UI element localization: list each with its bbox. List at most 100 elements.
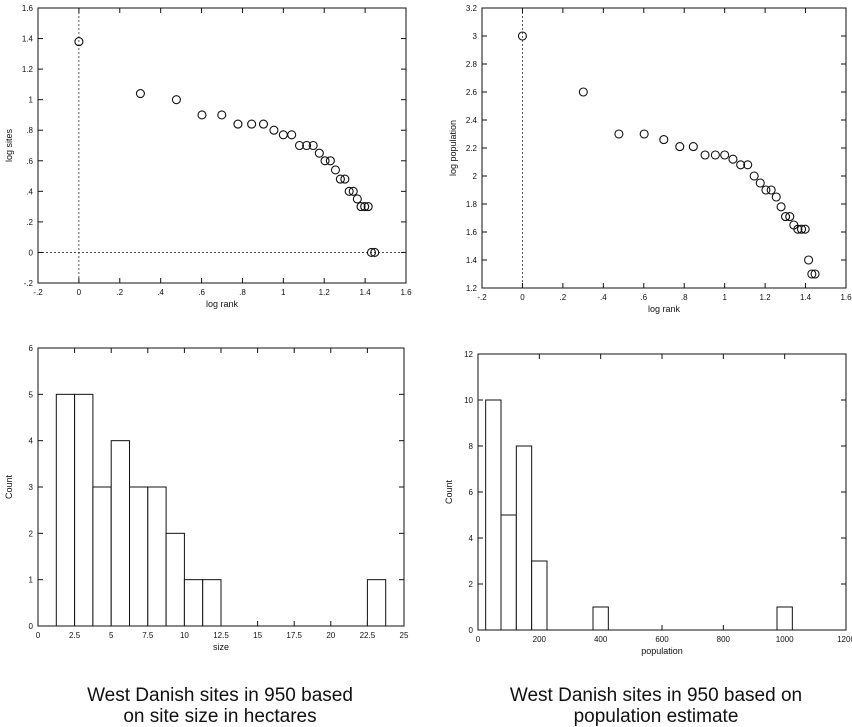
pop-rank-point [780, 212, 791, 222]
pop-rank-ytick-label: 3 [473, 32, 478, 41]
pop-rank-ytick-label: 2.2 [466, 144, 478, 153]
size-hist-bar [165, 532, 185, 627]
size-rank-point [325, 156, 335, 166]
pop-rank-point [761, 185, 771, 195]
pop-hist-bar [592, 606, 609, 631]
size-rank-xtick-label: .8 [239, 288, 246, 297]
pop-rank-point [749, 171, 759, 181]
pop-hist-xtick-label: 1000 [776, 635, 794, 644]
pop-rank-ytick-label: 2.8 [466, 60, 478, 69]
size-rank-xtick-label: 0 [77, 288, 82, 297]
chart-pop-rank: -.2 0 .2 .4 .6 .8 1 1.2 1.4 1.6 1.2 1.4 1.6 1.8 2 2.2 2.… [448, 4, 852, 314]
size-rank-point [217, 110, 227, 120]
size-hist-bar [74, 393, 94, 627]
size-rank-ytick-label: 1.6 [22, 4, 34, 13]
pop-rank-point [614, 129, 624, 139]
pop-rank-point [700, 150, 710, 160]
caption-right-line-1: West Danish sites in 950 based on [509, 685, 803, 706]
pop-rank-ylabel: log population [448, 120, 458, 176]
size-hist-ytick-label: 1 [29, 576, 34, 585]
size-rank-point [352, 194, 362, 204]
size-hist-ytick-label: 2 [29, 529, 34, 538]
pop-rank-point [659, 135, 669, 145]
size-rank-xtick-label: 1 [281, 288, 286, 297]
pop-rank-frame [481, 7, 847, 289]
size-rank-ytick-label: 1.2 [22, 65, 34, 74]
size-rank-point [366, 247, 376, 257]
pop-rank-ytick-label: 1.8 [466, 200, 478, 209]
size-rank-xtick-label: 1.4 [360, 288, 372, 297]
size-rank-ytick-label: .8 [26, 126, 33, 135]
size-rank-ytick-label: 1.4 [22, 35, 34, 44]
size-rank-point [135, 89, 145, 99]
pop-rank-point [771, 192, 781, 202]
pop-rank-ytick-label: 3.2 [466, 4, 478, 13]
size-hist-ytick-label: 5 [29, 390, 34, 399]
pop-hist-ytick-label: 6 [469, 488, 474, 497]
pop-hist-bar [515, 445, 533, 631]
size-rank-point [370, 247, 380, 257]
pop-rank-point [688, 142, 698, 152]
pop-rank-point [755, 178, 765, 188]
pop-hist-bar [485, 399, 502, 631]
size-hist-xtick-label: 10 [180, 631, 189, 640]
size-rank-frame [37, 7, 407, 284]
pop-rank-ytick-label: 1.2 [466, 284, 478, 293]
pop-rank-point [810, 269, 820, 279]
size-rank-point [247, 119, 257, 129]
pop-hist-ytick-label: 8 [469, 442, 474, 451]
size-rank-ytick-label: .6 [26, 157, 33, 166]
pop-hist-bar [776, 606, 793, 631]
pop-rank-xtick-label: 1.6 [840, 293, 852, 302]
size-rank-ytick-label: -.2 [24, 279, 34, 288]
caption-right-line-2: population estimate [573, 706, 739, 727]
size-hist-bar [92, 486, 112, 627]
size-hist-xtick-label: 0 [36, 631, 41, 640]
size-rank-point [74, 37, 84, 47]
size-hist-xtick-label: 17.5 [286, 631, 302, 640]
pop-rank-point [807, 269, 817, 279]
pop-hist-xtick-label: 800 [717, 635, 731, 644]
size-hist-xtick-label: 20 [326, 631, 335, 640]
size-rank-xtick-label: -.2 [33, 288, 43, 297]
pop-hist-ylabel: Count [444, 480, 454, 505]
pop-hist-ytick-label: 10 [464, 396, 473, 405]
size-rank-point [269, 125, 279, 135]
size-rank-point [360, 202, 370, 212]
pop-rank-point [800, 224, 810, 234]
pop-hist-xtick-label: 600 [655, 635, 669, 644]
size-hist-ytick-label: 3 [29, 483, 34, 492]
pop-hist-xlabel: population [641, 646, 683, 656]
pop-rank-xtick-label: .4 [600, 293, 607, 302]
pop-rank-point [743, 160, 753, 170]
size-rank-point [320, 156, 330, 166]
pop-rank-point [675, 142, 685, 152]
size-rank-point [356, 202, 366, 212]
size-rank-point [348, 186, 358, 196]
pop-rank-xtick-label: .6 [640, 293, 647, 302]
pop-hist-ytick-label: 2 [469, 580, 474, 589]
size-rank-point [258, 119, 269, 129]
size-hist-bar [183, 579, 204, 627]
pop-hist-ytick-label: 4 [469, 534, 474, 543]
size-hist-bar [55, 393, 76, 627]
size-rank-point [171, 95, 181, 105]
pop-rank-ytick-label: 2 [473, 172, 478, 181]
size-rank-point [233, 119, 243, 129]
size-rank-point [344, 186, 354, 196]
pop-rank-xlabel: log rank [648, 304, 681, 314]
caption-left: West Danish sites in 950 based on site s… [30, 685, 410, 727]
size-hist-ytick-label: 4 [29, 437, 34, 446]
pop-rank-point [796, 224, 807, 234]
size-rank-xlabel: log rank [206, 299, 239, 309]
size-rank-point [308, 140, 318, 151]
pop-rank-ytick-label: 1.4 [466, 256, 478, 265]
pop-rank-point [785, 212, 795, 222]
size-hist-xtick-label: 2.5 [69, 631, 81, 640]
size-rank-xtick-label: .4 [157, 288, 164, 297]
size-rank-ytick-label: 1 [29, 96, 34, 105]
caption-left-line-2: on site size in hectares [123, 706, 317, 727]
pop-rank-xtick-label: 1.4 [800, 293, 812, 302]
